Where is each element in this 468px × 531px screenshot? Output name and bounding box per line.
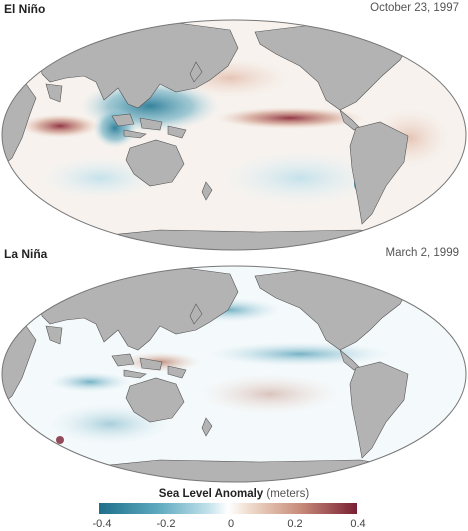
legend-colorbar [99, 503, 357, 514]
la-nina-title: La Niña [4, 247, 48, 261]
legend-units: (meters) [266, 488, 310, 500]
el-nino-date: October 23, 1997 [370, 2, 459, 14]
legend-tick: -0.2 [156, 518, 176, 530]
legend-tick: 0 [227, 518, 235, 530]
legend-tick: -0.4 [92, 518, 112, 530]
legend-tick: 0.2 [287, 518, 303, 530]
el-nino-title: El Niño [4, 2, 46, 16]
legend-tick: 0.4 [350, 518, 366, 530]
la-nina-map [1, 265, 467, 483]
la-nina-date: March 2, 1999 [385, 247, 459, 259]
legend-title-text: Sea Level Anomaly [158, 488, 264, 500]
el-nino-map [1, 19, 467, 251]
legend-title: Sea Level Anomaly (meters) [0, 488, 468, 500]
